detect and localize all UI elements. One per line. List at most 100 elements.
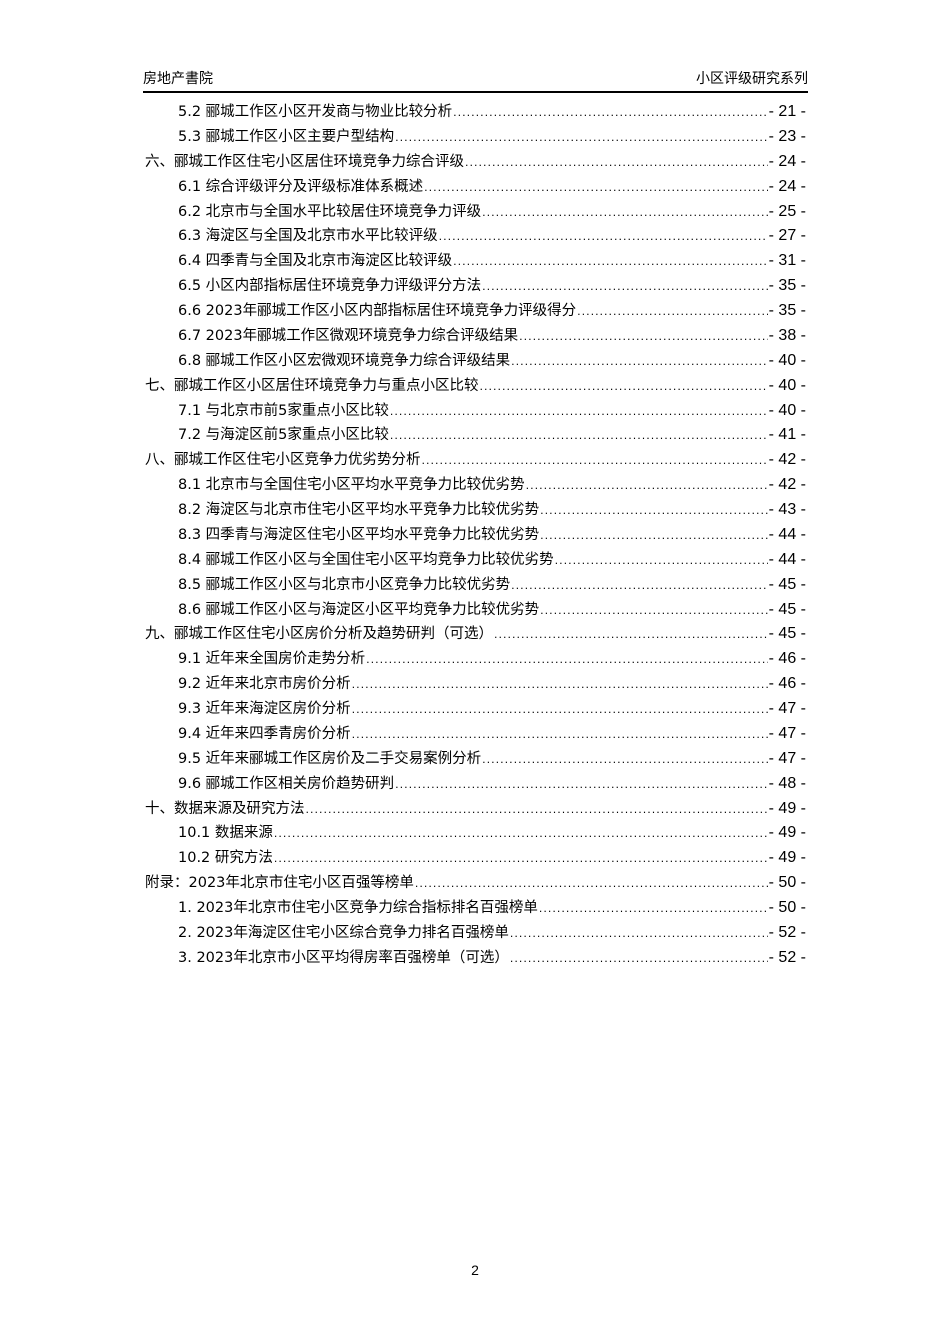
dot-leader: [306, 798, 768, 823]
toc-entry[interactable]: 9.4 近年来四季青房价分析 - 47 -: [145, 722, 806, 747]
toc-entry-page: - 44 -: [768, 525, 806, 543]
toc-entry[interactable]: 9.5 近年来郦城工作区房价及二手交易案例分析 - 47 -: [145, 747, 806, 772]
toc-entry[interactable]: 8.5 郦城工作区小区与北京市小区竞争力比较优劣势 - 45 -: [145, 573, 806, 598]
toc-entry-title: 6.4 四季青与全国及北京市海淀区比较评级: [178, 253, 453, 270]
toc-entry-title: 8.5 郦城工作区小区与北京市小区竞争力比较优劣势: [178, 576, 511, 593]
dot-leader: [526, 474, 768, 499]
toc-entry[interactable]: 8.1 北京市与全国住宅小区平均水平竞争力比较优劣势 - 42 -: [145, 473, 806, 498]
toc-entry[interactable]: 七、郦城工作区小区居住环境竞争力与重点小区比较 - 40 -: [145, 374, 806, 399]
toc-entry[interactable]: 6.3 海淀区与全国及北京市水平比较评级 - 27 -: [145, 224, 806, 249]
toc-entry-title: 十、数据来源及研究方法: [145, 800, 305, 817]
toc-entry-page: - 23 -: [768, 127, 806, 145]
toc-entry[interactable]: 6.6 2023年郦城工作区小区内部指标居住环境竞争力评级得分 - 35 -: [145, 299, 806, 324]
toc-entry-page: - 27 -: [768, 227, 806, 245]
dot-leader: [555, 549, 768, 574]
toc-entry-title: 3. 2023年北京市小区平均得房率百强榜单（可选）: [178, 949, 509, 966]
toc-entry[interactable]: 十、数据来源及研究方法 - 49 -: [145, 797, 806, 822]
toc-entry-title: 8.6 郦城工作区小区与海淀区小区平均竞争力比较优劣势: [178, 601, 540, 618]
dot-leader: [352, 723, 768, 748]
dot-leader: [352, 673, 768, 698]
toc-entry[interactable]: 八、郦城工作区住宅小区竞争力优劣势分析 - 42 -: [145, 448, 806, 473]
toc-entry[interactable]: 10.1 数据来源 - 49 -: [145, 821, 806, 846]
dot-leader: [390, 424, 768, 449]
toc-entry-title: 10.2 研究方法: [178, 850, 273, 867]
toc-entry[interactable]: 8.3 四季青与海淀区住宅小区平均水平竞争力比较优劣势 - 44 -: [145, 523, 806, 548]
toc-entry[interactable]: 六、郦城工作区住宅小区居住环境竞争力综合评级 - 24 -: [145, 150, 806, 175]
toc-entry-page: - 24 -: [768, 177, 806, 195]
toc-entry-page: - 35 -: [768, 277, 806, 295]
page-header: 房地产書院 小区评级研究系列: [143, 66, 808, 93]
toc-entry-title: 6.1 综合评级评分及评级标准体系概述: [178, 178, 424, 195]
dot-leader: [510, 947, 768, 972]
toc-entry-page: - 43 -: [768, 501, 806, 518]
dot-leader: [366, 648, 767, 673]
dot-leader: [577, 300, 768, 325]
toc-entry-title: 九、郦城工作区住宅小区房价分析及趋势研判（可选）: [145, 626, 493, 643]
toc-entry-page: - 49 -: [768, 824, 806, 842]
dot-leader: [511, 574, 767, 599]
toc-entry[interactable]: 8.2 海淀区与北京市住宅小区平均水平竞争力比较优劣势 - 43 -: [145, 498, 806, 523]
toc-entry-page: - 44 -: [768, 550, 806, 568]
toc-entry-page: - 52 -: [768, 948, 806, 966]
toc-entry-page: - 46 -: [768, 650, 806, 668]
toc-entry[interactable]: 5.2 郦城工作区小区开发商与物业比较分析 - 21 -: [145, 100, 806, 125]
toc-entry-page: - 48 -: [768, 774, 806, 792]
toc-entry-title: 6.2 北京市与全国水平比较居住环境竞争力评级: [178, 203, 482, 220]
dot-leader: [274, 847, 768, 872]
toc-entry[interactable]: 九、郦城工作区住宅小区房价分析及趋势研判（可选） - 45 -: [145, 622, 806, 647]
toc-entry[interactable]: 10.2 研究方法 - 49 -: [145, 846, 806, 871]
toc-entry-page: - 42 -: [768, 451, 806, 469]
toc-entry[interactable]: 8.6 郦城工作区小区与海淀区小区平均竞争力比较优劣势 - 45 -: [145, 598, 806, 623]
dot-leader: [482, 201, 767, 226]
header-publisher: 房地产書院: [143, 71, 213, 87]
toc-entry-page: - 38 -: [768, 326, 806, 344]
toc-entry[interactable]: 9.6 郦城工作区相关房价趋势研判 - 48 -: [145, 772, 806, 797]
toc-entry-title: 6.3 海淀区与全国及北京市水平比较评级: [178, 228, 438, 245]
toc-entry-page: - 25 -: [768, 202, 806, 220]
toc-entry-title: 5.2 郦城工作区小区开发商与物业比较分析: [178, 104, 453, 120]
dot-leader: [480, 375, 768, 400]
toc-entry[interactable]: 9.2 近年来北京市房价分析 - 46 -: [145, 672, 806, 697]
toc-entry[interactable]: 6.2 北京市与全国水平比较居住环境竞争力评级 - 25 -: [145, 200, 806, 225]
toc-entry-page: - 40 -: [768, 401, 806, 419]
toc-entry-page: - 35 -: [768, 302, 806, 319]
toc-entry[interactable]: 2. 2023年海淀区住宅小区综合竞争力排名百强榜单 - 52 -: [145, 921, 806, 946]
toc-entry[interactable]: 7.2 与海淀区前5家重点小区比较 - 41 -: [145, 423, 806, 448]
toc-entry[interactable]: 9.3 近年来海淀区房价分析 - 47 -: [145, 697, 806, 722]
toc-entry[interactable]: 1. 2023年北京市住宅小区竞争力综合指标排名百强榜单 - 50 -: [145, 896, 806, 921]
page-number: 2: [471, 1262, 479, 1278]
toc-entry-title: 9.6 郦城工作区相关房价趋势研判: [178, 775, 395, 792]
toc-entry[interactable]: 附录：2023年北京市住宅小区百强等榜单 - 50 -: [145, 871, 806, 896]
dot-leader: [439, 225, 768, 250]
dot-leader: [395, 773, 767, 798]
toc-entry-title: 六、郦城工作区住宅小区居住环境竞争力综合评级: [145, 153, 464, 170]
toc-entry[interactable]: 5.3 郦城工作区小区主要户型结构 - 23 -: [145, 125, 806, 150]
toc-entry-page: - 40 -: [768, 376, 806, 394]
toc-entry-page: - 45 -: [768, 625, 806, 643]
toc-entry-title: 七、郦城工作区小区居住环境竞争力与重点小区比较: [145, 377, 479, 394]
toc-entry-title: 6.8 郦城工作区小区宏微观环境竞争力综合评级结果: [178, 352, 511, 369]
toc-entry-title: 2. 2023年海淀区住宅小区综合竞争力排名百强榜单: [178, 924, 509, 941]
toc-entry[interactable]: 6.4 四季青与全国及北京市海淀区比较评级 - 31 -: [145, 249, 806, 274]
toc-entry[interactable]: 3. 2023年北京市小区平均得房率百强榜单（可选） - 52 -: [145, 946, 806, 971]
toc-entry-page: - 52 -: [768, 923, 806, 941]
dot-leader: [415, 872, 768, 897]
toc-entry-page: - 41 -: [768, 426, 806, 444]
toc-entry-title: 6.6 2023年郦城工作区小区内部指标居住环境竞争力评级得分: [178, 303, 577, 319]
header-series: 小区评级研究系列: [696, 71, 808, 87]
toc-entry-title: 9.4 近年来四季青房价分析: [178, 725, 351, 742]
toc-entry-title: 8.1 北京市与全国住宅小区平均水平竞争力比较优劣势: [178, 477, 525, 494]
toc-entry[interactable]: 7.1 与北京市前5家重点小区比较 - 40 -: [145, 399, 806, 424]
toc-entry[interactable]: 6.5 小区内部指标居住环境竞争力评级评分方法 - 35 -: [145, 274, 806, 299]
toc-entry[interactable]: 6.7 2023年郦城工作区微观环境竞争力综合评级结果 - 38 -: [145, 324, 806, 349]
dot-leader: [453, 250, 767, 275]
toc-entry-page: - 49 -: [768, 849, 806, 867]
toc-entry[interactable]: 9.1 近年来全国房价走势分析 - 46 -: [145, 647, 806, 672]
toc-entry[interactable]: 6.1 综合评级评分及评级标准体系概述 - 24 -: [145, 175, 806, 200]
dot-leader: [482, 275, 767, 300]
toc-entry-title: 6.7 2023年郦城工作区微观环境竞争力综合评级结果: [178, 327, 519, 344]
toc-entry-page: - 21 -: [768, 103, 806, 120]
toc-entry[interactable]: 8.4 郦城工作区小区与全国住宅小区平均竞争力比较优劣势 - 44 -: [145, 548, 806, 573]
toc-entry-page: - 50 -: [768, 899, 806, 916]
toc-entry[interactable]: 6.8 郦城工作区小区宏微观环境竞争力综合评级结果 - 40 -: [145, 349, 806, 374]
